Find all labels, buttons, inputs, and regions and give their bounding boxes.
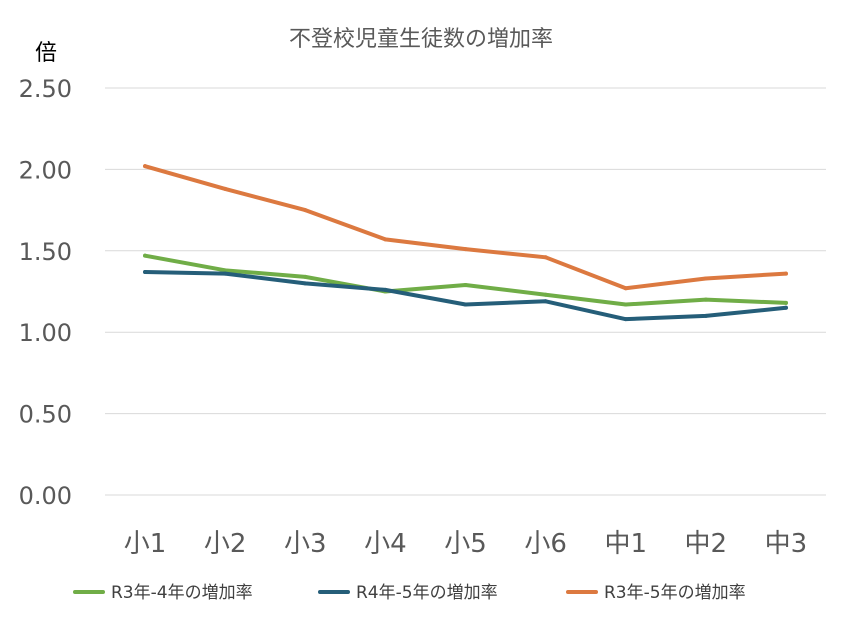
y-axis-ticks: 0.00 0.50 1.00 1.50 2.00 2.50 [19, 75, 72, 510]
y-tick-label: 2.00 [19, 156, 72, 184]
series-3-point [703, 276, 708, 281]
legend: R3年-4年の増加率 R4年-5年の増加率 R3年-5年の増加率 [73, 583, 746, 603]
gridlines [105, 87, 826, 496]
y-tick-label: 0.00 [19, 482, 72, 510]
x-tick-label: 小1 [124, 529, 167, 559]
series-1-point [623, 302, 628, 307]
series-1-point [703, 297, 708, 302]
x-tick-label: 中2 [685, 529, 728, 559]
y-tick-label: 0.50 [19, 401, 72, 429]
series-3-point [623, 286, 628, 291]
y-tick-label: 2.50 [19, 75, 72, 103]
series-1-point [143, 253, 148, 258]
series-3-point [783, 271, 788, 276]
series-2-point [463, 302, 468, 307]
chart-title: 不登校児童生徒数の増加率 [289, 27, 553, 52]
series-1-point [223, 268, 228, 273]
series-2-point [303, 281, 308, 286]
legend-label-1: R3年-4年の増加率 [111, 583, 253, 603]
legend-label-2: R4年-5年の増加率 [356, 583, 498, 603]
series-2-point [223, 271, 228, 276]
series-lines [143, 164, 788, 322]
series-2-point [623, 317, 628, 322]
y-axis-unit-label: 倍 [35, 41, 57, 66]
x-axis-ticks: 小1 小2 小3 小4 小5 小6 中1 中2 中3 [124, 529, 807, 559]
series-3-point [543, 255, 548, 260]
x-tick-label: 小4 [364, 529, 407, 559]
series-3-point [223, 186, 228, 191]
series-1-point [303, 274, 308, 279]
x-tick-label: 小6 [524, 529, 567, 559]
x-tick-label: 小5 [444, 529, 487, 559]
series-2-point [703, 313, 708, 318]
series-1-point [783, 300, 788, 305]
y-tick-label: 1.00 [19, 319, 72, 347]
series-1-point [543, 292, 548, 297]
series-2-point [383, 287, 388, 292]
x-tick-label: 中3 [765, 529, 808, 559]
series-2-point [783, 305, 788, 310]
x-tick-label: 中1 [604, 529, 647, 559]
x-tick-label: 小2 [204, 529, 247, 559]
series-3-point [303, 208, 308, 213]
x-tick-label: 小3 [284, 529, 327, 559]
series-2-point [143, 269, 148, 274]
legend-label-3: R3年-5年の増加率 [604, 583, 746, 603]
series-3-point [143, 164, 148, 169]
series-3-point [383, 237, 388, 242]
series-1-point [463, 282, 468, 287]
series-3-point [463, 247, 468, 252]
y-tick-label: 1.50 [19, 238, 72, 266]
series-2-point [543, 299, 548, 304]
